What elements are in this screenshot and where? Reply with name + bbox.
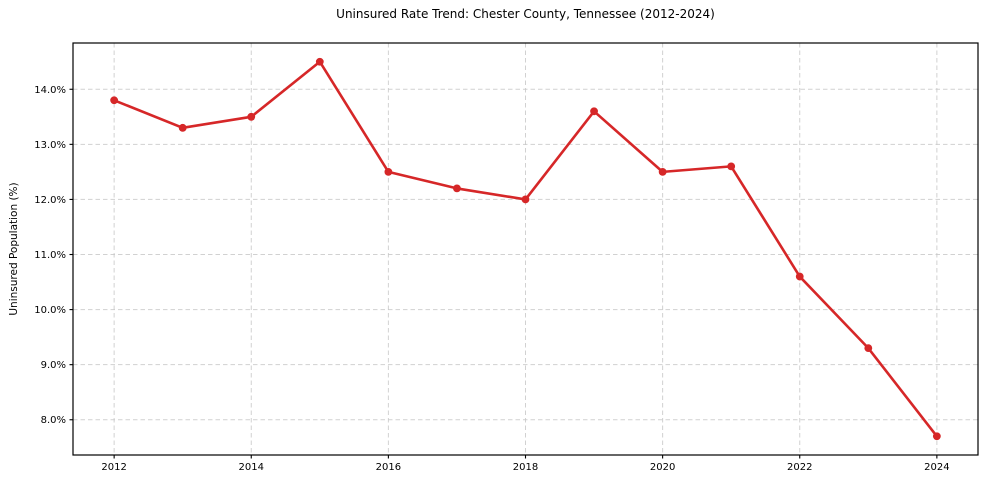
- y-tick-label: 14.0%: [34, 85, 66, 96]
- x-tick-label: 2020: [650, 462, 675, 473]
- data-point-marker: [727, 162, 736, 171]
- data-point-marker: [453, 184, 461, 193]
- x-tick-label: 2022: [787, 462, 812, 473]
- data-point-marker: [521, 195, 530, 204]
- data-point-marker: [658, 167, 667, 176]
- y-tick-label: 10.0%: [34, 305, 66, 316]
- chart-title: Uninsured Rate Trend: Chester County, Te…: [336, 7, 715, 21]
- y-tick-label: 13.0%: [34, 140, 66, 151]
- x-tick-label: 2014: [239, 462, 264, 473]
- y-tick-label: 9.0%: [41, 360, 66, 371]
- data-point-marker: [795, 272, 804, 281]
- data-point-marker: [932, 432, 941, 441]
- data-point-marker: [247, 112, 256, 121]
- data-point-marker: [384, 167, 393, 176]
- x-tick-label: 2012: [101, 462, 126, 473]
- x-tick-label: 2024: [924, 462, 949, 473]
- data-point-marker: [110, 96, 119, 105]
- data-point-marker: [315, 57, 324, 66]
- x-tick-label: 2018: [513, 462, 538, 473]
- y-tick-label: 11.0%: [34, 250, 66, 261]
- x-tick-label: 2016: [376, 462, 401, 473]
- y-tick-label: 12.0%: [34, 195, 66, 206]
- data-point-marker: [864, 344, 873, 353]
- data-point-marker: [178, 123, 187, 132]
- y-tick-label: 8.0%: [41, 415, 66, 426]
- data-point-marker: [590, 107, 598, 116]
